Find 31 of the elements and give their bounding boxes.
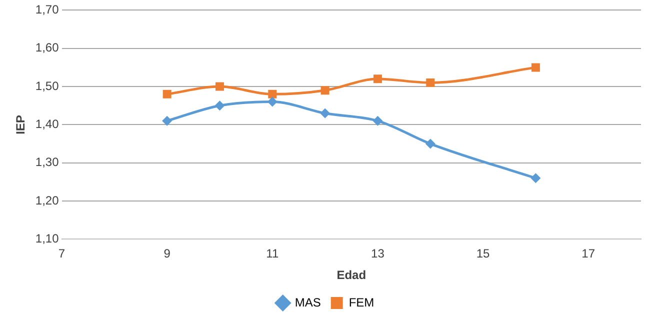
x-tick-label: 7	[58, 246, 66, 261]
y-tick-label: 1,70	[35, 2, 60, 17]
y-tick-label: 1,40	[35, 117, 60, 132]
y-tick-label: 1,50	[35, 78, 60, 93]
x-tick-label: 9	[164, 246, 171, 261]
y-tick-label: 1,20	[35, 193, 60, 208]
y-tick-label: 1,10	[35, 232, 60, 246]
x-tick-label: 11	[266, 246, 279, 261]
y-tick-label: 1,30	[35, 155, 60, 170]
x-tick-label: 13	[371, 246, 385, 261]
point	[530, 173, 541, 184]
point	[372, 116, 383, 126]
point	[267, 96, 278, 107]
x-axis-title: Edad	[336, 268, 366, 282]
legend-label: FEM	[348, 295, 374, 310]
point	[320, 86, 330, 95]
legend-label: MAS	[294, 295, 321, 310]
point	[425, 138, 436, 149]
x-tick-label: 15	[476, 246, 490, 261]
point	[426, 78, 435, 87]
y-axis-title: IEP	[14, 115, 28, 134]
point	[162, 116, 172, 126]
point	[320, 108, 330, 118]
y-tick-label: 1,60	[35, 40, 60, 55]
point	[162, 90, 172, 98]
point	[214, 100, 225, 111]
point	[531, 63, 540, 72]
point	[268, 90, 277, 98]
x-tick-label: 17	[582, 246, 596, 261]
point	[373, 74, 382, 84]
point	[215, 82, 224, 91]
